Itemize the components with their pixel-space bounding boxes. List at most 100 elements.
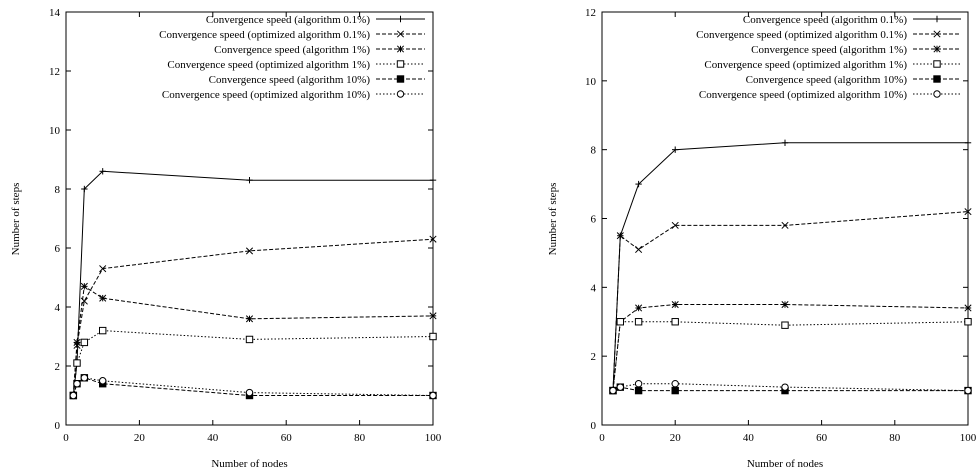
series-line: [72, 170, 433, 396]
data-point: [616, 232, 624, 240]
chart-left: Number of nodes Number of steps 0 20 40 60 8…: [10, 7, 442, 470]
y-tick-label: 10: [49, 125, 61, 137]
data-point: [396, 45, 405, 53]
data-point: [933, 30, 941, 38]
x-tick-label: 20: [670, 432, 682, 444]
data-point: [99, 265, 107, 273]
legend-entry-label: Convergence speed (algorithm 0.1%): [743, 14, 907, 26]
legend-entry-label: Convergence speed (algorithm 1%): [214, 44, 370, 56]
series-line: [612, 304, 969, 391]
legend-entry-label: Convergence speed (optimized algorithm 1…: [167, 59, 370, 71]
data-point: [781, 139, 789, 146]
series-4: [609, 383, 972, 395]
series-line: [72, 377, 433, 396]
y-tick-label: 12: [585, 7, 596, 19]
data-point: [635, 245, 643, 254]
x-tick-label: 40: [743, 432, 755, 444]
data-point: [671, 386, 679, 395]
series-5: [69, 374, 437, 400]
data-point: [634, 386, 643, 395]
data-point: [73, 359, 81, 367]
y-tick-label: 0: [591, 420, 597, 432]
data-point: [671, 300, 679, 309]
series-0: [609, 139, 972, 394]
x-axis-label: Number of nodes: [747, 458, 823, 470]
data-point: [80, 374, 89, 382]
data-point: [609, 386, 617, 395]
series-layer: [69, 168, 437, 400]
x-tick-label: 20: [134, 432, 146, 444]
data-point: [672, 146, 679, 153]
data-point: [397, 15, 404, 23]
series-2: [609, 300, 972, 395]
data-point: [671, 318, 679, 326]
data-point: [964, 386, 972, 395]
data-point: [99, 294, 107, 302]
data-point: [429, 332, 437, 341]
data-point: [781, 383, 789, 391]
series-3: [69, 326, 437, 400]
data-point: [616, 383, 624, 391]
data-point: [245, 247, 254, 255]
chart-right: Number of nodes Number of steps 0 20 40 60 8…: [547, 7, 977, 470]
series-5: [609, 380, 972, 395]
data-point: [81, 185, 88, 193]
data-point: [99, 326, 107, 335]
data-point: [429, 312, 437, 320]
data-point: [73, 380, 81, 388]
x-tick-label: 80: [354, 432, 366, 444]
legend-entry-label: Convergence speed (algorithm 1%): [751, 44, 907, 56]
legend: Convergence speed (algorithm 0.1%) Conver…: [159, 14, 425, 101]
data-point: [781, 321, 789, 329]
data-point: [964, 304, 972, 312]
series-1: [69, 235, 437, 400]
data-point: [99, 377, 107, 385]
data-point: [933, 45, 941, 53]
data-point: [80, 282, 88, 290]
legend: Convergence speed (algorithm 0.1%) Conver…: [696, 14, 961, 101]
data-point: [245, 388, 254, 397]
y-tick-label: 0: [55, 420, 61, 432]
data-point: [964, 318, 972, 326]
y-axis-label: Number of steps: [10, 183, 22, 256]
y-tick-label: 14: [49, 7, 61, 19]
data-point: [429, 391, 437, 400]
data-point: [781, 300, 789, 309]
data-point: [671, 221, 679, 229]
legend-entry-label: Convergence speed (optimized algorithm 1…: [704, 59, 907, 71]
data-point: [635, 180, 642, 188]
legend-entry-label: Convergence speed (optimized algorithm 1…: [699, 89, 907, 101]
data-point: [671, 380, 679, 388]
data-point: [616, 318, 624, 326]
y-tick-label: 6: [55, 243, 61, 255]
y-tick-label: 2: [55, 361, 61, 373]
x-tick-label: 40: [207, 432, 219, 444]
x-tick-label: 0: [599, 432, 605, 444]
legend-entry-label: Convergence speed (optimized algorithm 0…: [159, 29, 370, 41]
series-line: [72, 285, 434, 396]
y-tick-label: 4: [55, 302, 61, 314]
series-line: [612, 211, 969, 391]
data-point: [933, 75, 941, 83]
series-0: [70, 168, 437, 399]
series-line: [612, 383, 969, 392]
data-point: [73, 338, 81, 346]
y-tick-label: 12: [49, 66, 60, 78]
legend-entry-label: Convergence speed (optimized algorithm 1…: [162, 89, 370, 101]
data-point: [246, 176, 253, 184]
axis-ticks: 0 20 40 60 80 100 0 2 4 6 8 10 12: [585, 7, 977, 444]
y-tick-label: 10: [585, 76, 597, 88]
legend-entry-label: Convergence speed (algorithm 0.1%): [206, 14, 370, 26]
legend-entry-label: Convergence speed (algorithm 10%): [209, 74, 371, 86]
y-axis-label: Number of steps: [547, 183, 559, 256]
series-3: [609, 318, 972, 395]
data-point: [781, 221, 789, 229]
x-tick-label: 100: [960, 432, 977, 444]
series-layer: [609, 139, 972, 395]
data-point: [245, 335, 254, 344]
data-point: [396, 30, 405, 38]
y-tick-label: 8: [591, 145, 597, 157]
data-point: [429, 235, 437, 243]
series-line: [72, 377, 434, 396]
